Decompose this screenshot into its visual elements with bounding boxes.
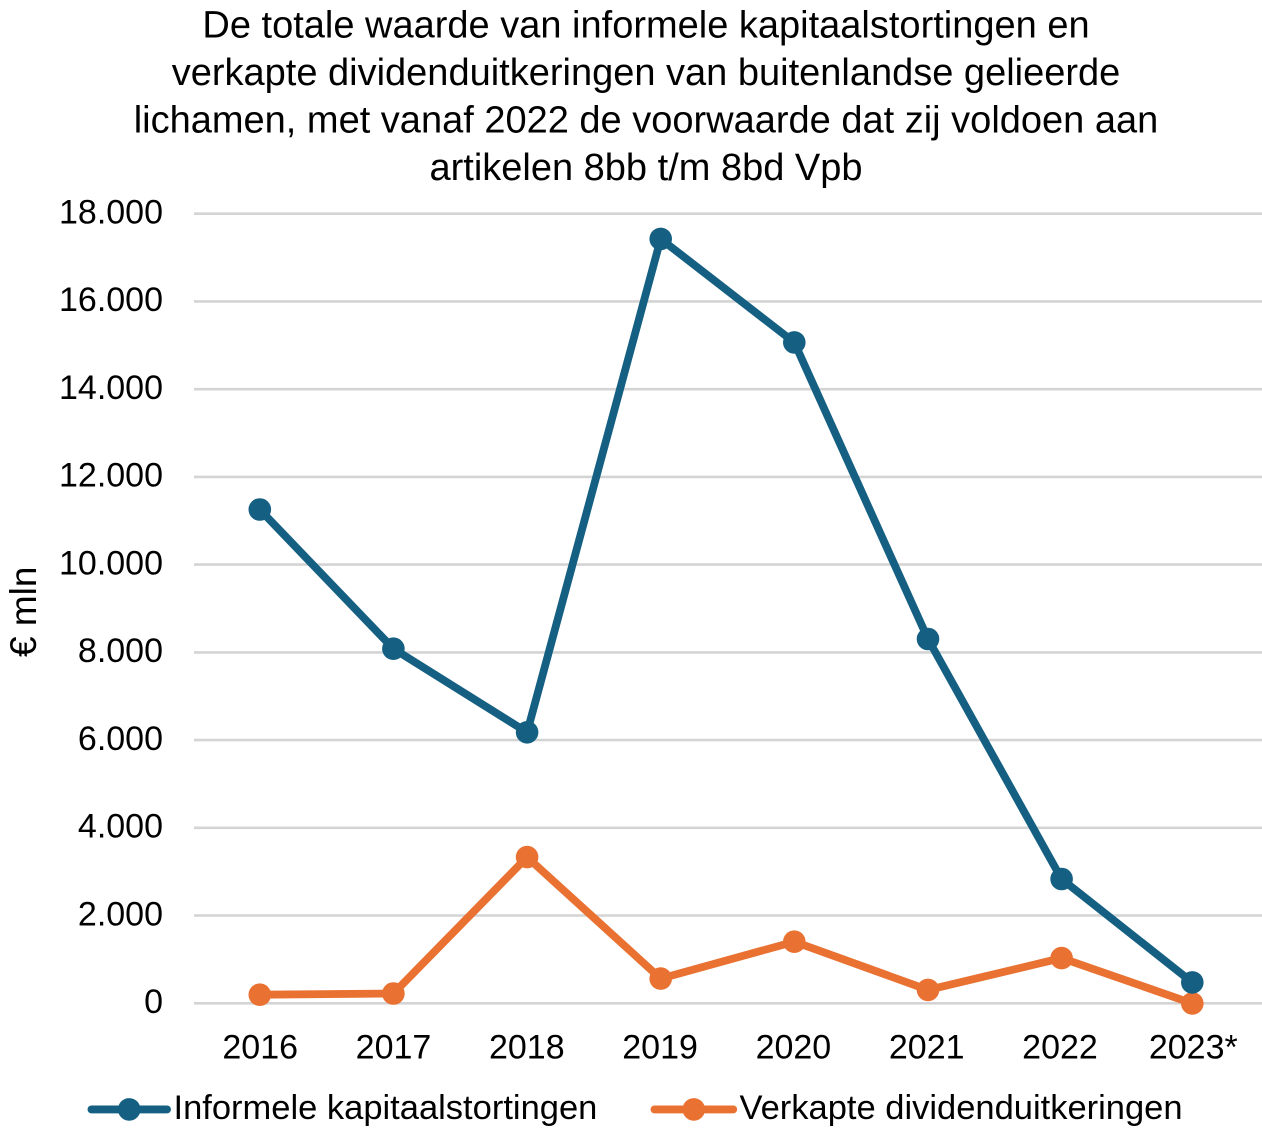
svg-text:6.000: 6.000 [78,720,163,758]
svg-text:2018: 2018 [489,1029,565,1067]
svg-text:2016: 2016 [222,1029,298,1067]
svg-text:0: 0 [144,983,163,1021]
svg-text:2019: 2019 [622,1029,698,1067]
svg-text:Verkapte dividenduitkeringen: Verkapte dividenduitkeringen [740,1089,1183,1127]
svg-text:€ mln: € mln [3,567,44,657]
svg-text:verkapte dividenduitkeringen v: verkapte dividenduitkeringen van buitenl… [172,52,1121,94]
svg-text:18.000: 18.000 [59,194,163,232]
svg-text:10.000: 10.000 [59,544,163,582]
svg-text:lichamen, met vanaf 2022 de vo: lichamen, met vanaf 2022 de voorwaarde d… [134,100,1159,142]
svg-text:2020: 2020 [756,1029,832,1067]
svg-text:8.000: 8.000 [78,632,163,670]
svg-text:12.000: 12.000 [59,457,163,495]
svg-text:De totale waarde van informele: De totale waarde van informele kapitaals… [202,5,1089,47]
svg-text:2022: 2022 [1022,1029,1098,1067]
svg-text:Informele kapitaalstortingen: Informele kapitaalstortingen [174,1089,598,1127]
svg-text:2021: 2021 [889,1029,965,1067]
svg-text:2023*: 2023* [1149,1029,1238,1067]
svg-text:2017: 2017 [356,1029,432,1067]
svg-text:2.000: 2.000 [78,895,163,933]
svg-text:14.000: 14.000 [59,369,163,407]
svg-text:artikelen 8bb t/m 8bd Vpb: artikelen 8bb t/m 8bd Vpb [429,147,862,189]
svg-text:4.000: 4.000 [78,808,163,846]
svg-text:16.000: 16.000 [59,281,163,319]
